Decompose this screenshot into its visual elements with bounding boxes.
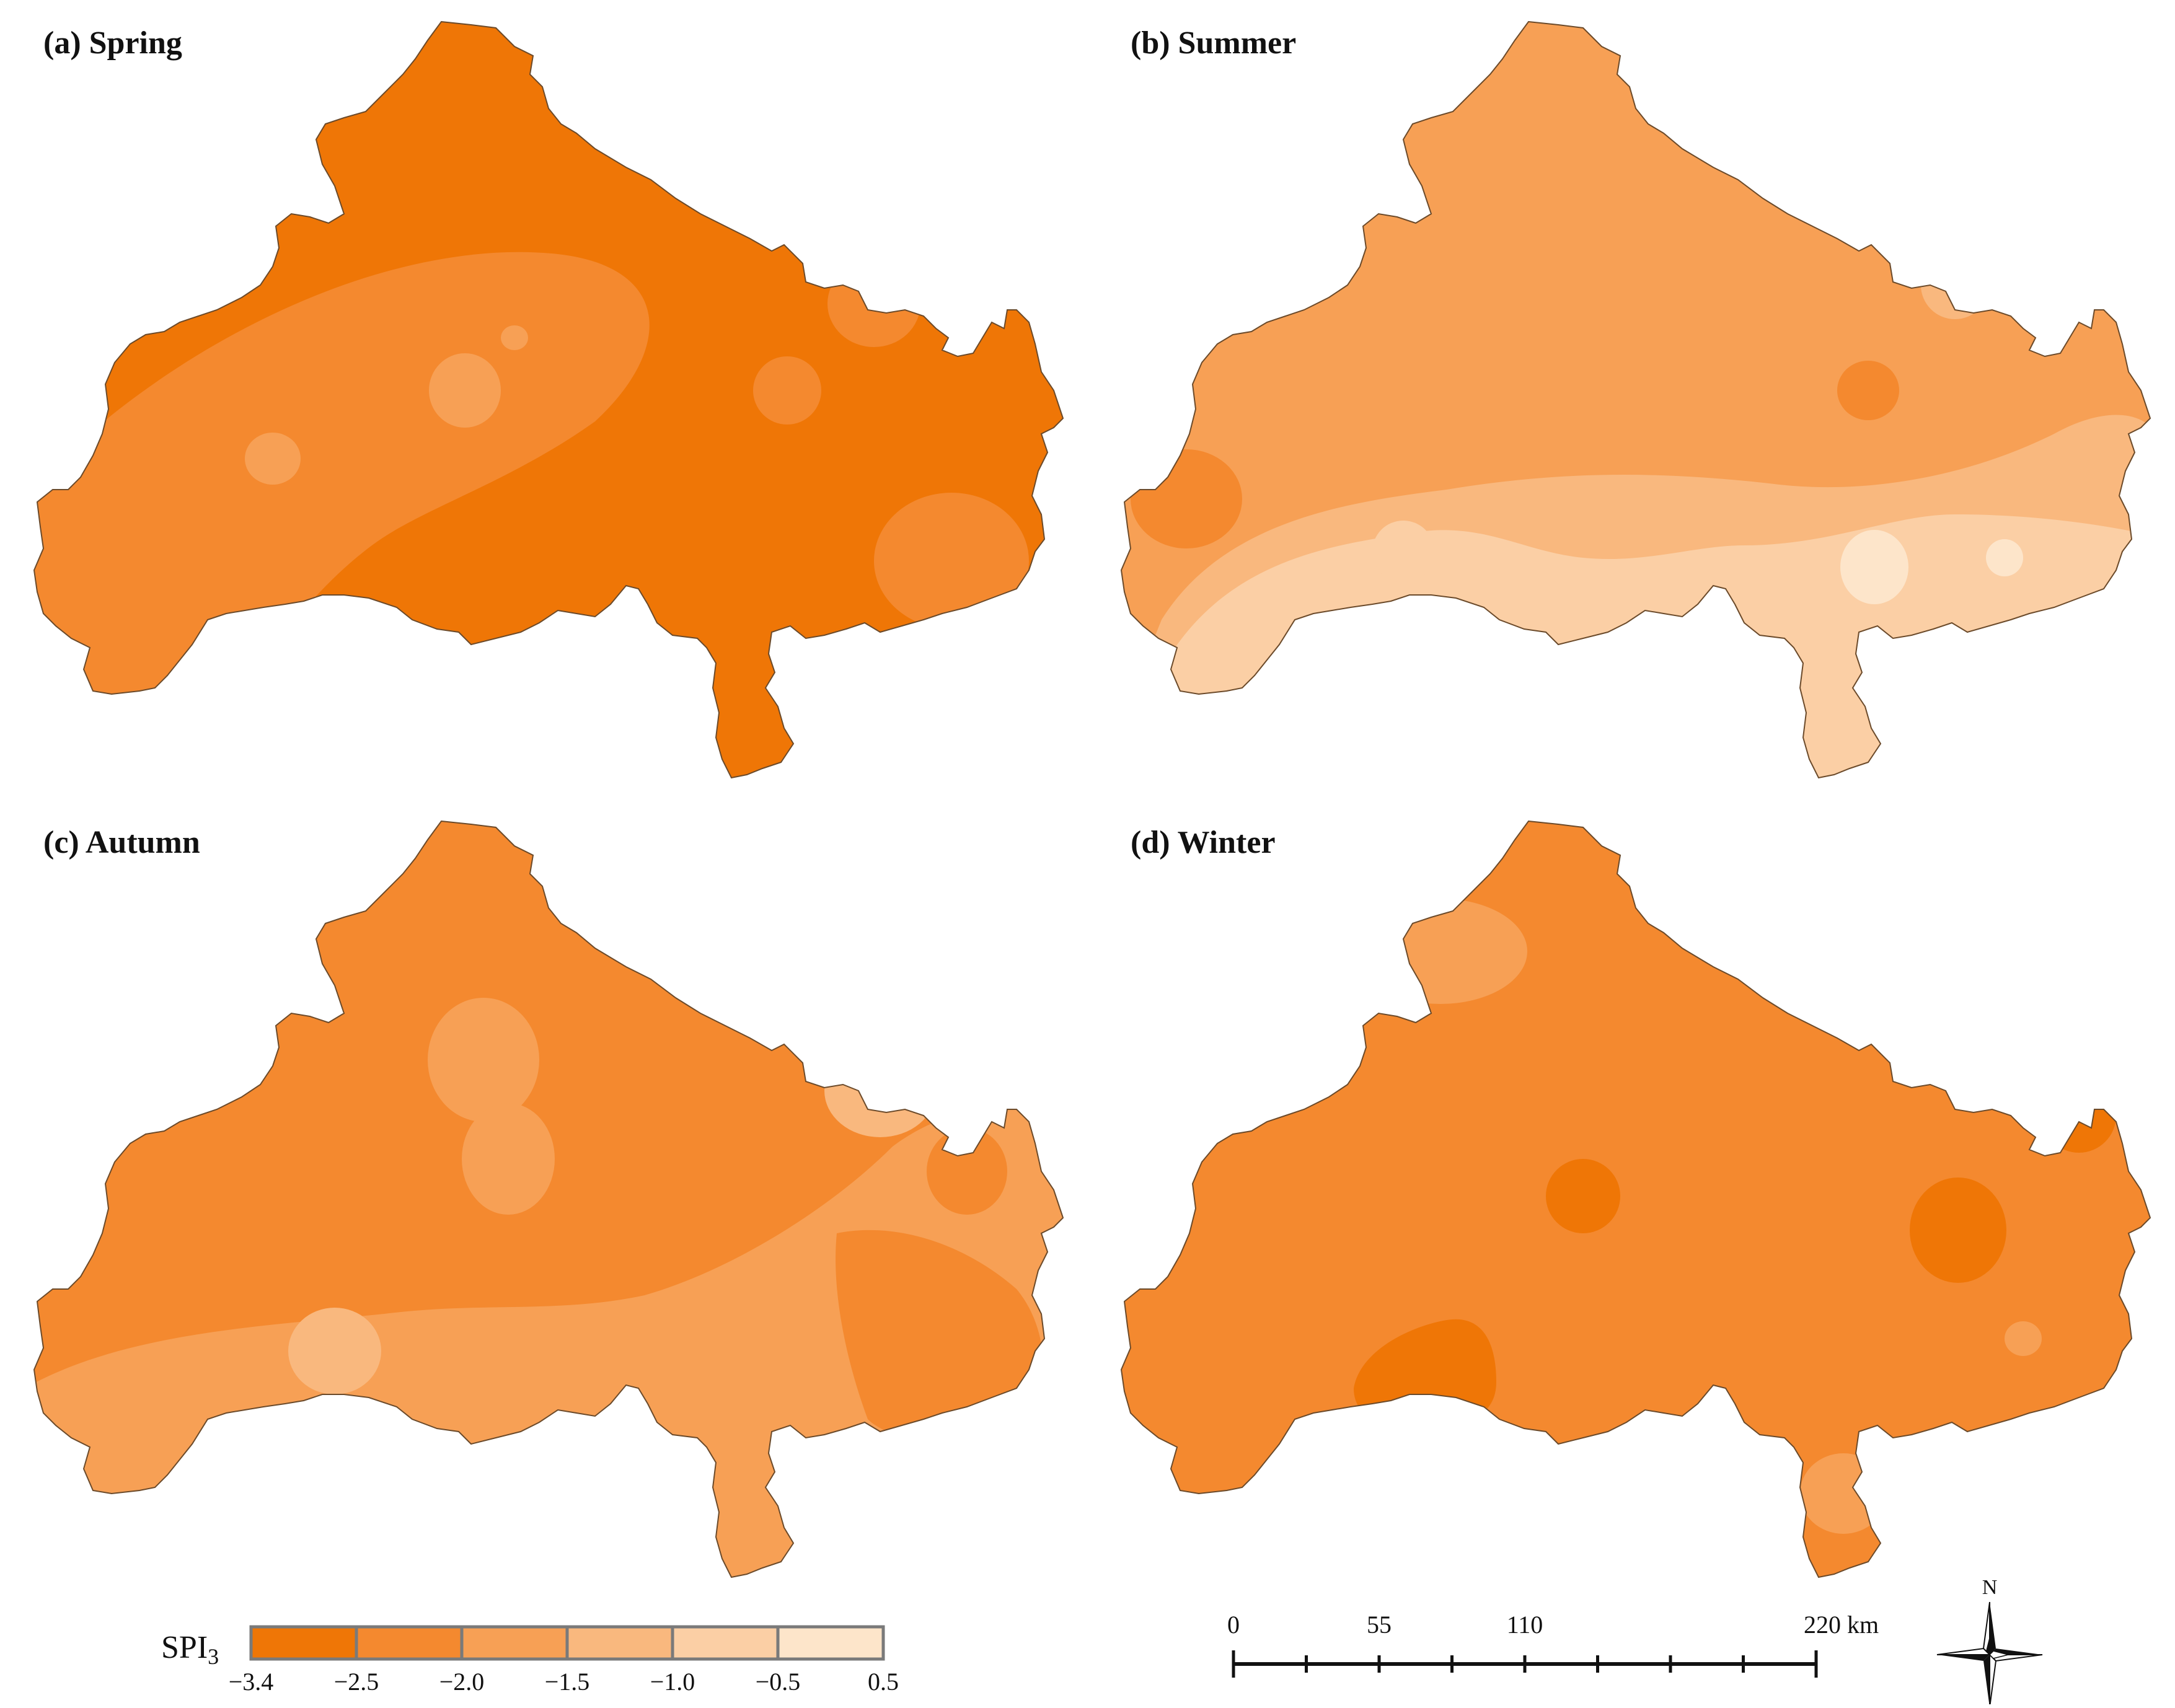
legend-tick-label: −3.4 [229, 1668, 274, 1696]
spi-base-region [1121, 821, 2150, 1577]
spi-map [1120, 20, 2151, 779]
spi-blob-region [501, 325, 528, 350]
spi-base-region [1121, 22, 2150, 778]
spi-blob-region [836, 1230, 1043, 1442]
north-arrow-icon: N [1936, 1576, 2043, 1704]
spi-blob-region [1372, 521, 1434, 583]
legend-tick-label: −1.5 [545, 1668, 590, 1696]
scale-bar: 0 55 110 220 km [1227, 1611, 1879, 1678]
spi-blob-region [2042, 1078, 2116, 1153]
panel-title: (c) Autumn [43, 825, 200, 860]
legend-tick-labels: −3.4 −2.5 −2.0 −1.5 −1.0 −0.5 0.5 [229, 1668, 899, 1696]
spi-class-regions [34, 22, 1063, 778]
scale-bar-label: 220 km [1804, 1611, 1879, 1639]
spi-blob-region [288, 1308, 381, 1394]
legend-tick-label: 0.5 [868, 1668, 899, 1696]
scale-bar-labels: 0 55 110 220 km [1227, 1611, 1879, 1639]
spi-blob-region [429, 353, 501, 428]
scale-bar-label: 55 [1367, 1611, 1392, 1639]
compass-rose-icon [1936, 1601, 2043, 1704]
legend-tick-label: −1.0 [650, 1668, 695, 1696]
legend-tick-label: −2.5 [334, 1668, 379, 1696]
spi-class-regions [34, 821, 1063, 1577]
spi-map [33, 20, 1064, 779]
spi-map [33, 820, 1064, 1578]
legend-class-box [249, 1625, 358, 1661]
spi-blob-region [1837, 361, 1899, 420]
country-boundary [33, 820, 1064, 1578]
spi-blob-region [1986, 539, 2023, 576]
spi-blob-region [1910, 1178, 2006, 1283]
spi-blob-region [1131, 449, 1242, 548]
panel-title: (a) Spring [43, 25, 182, 61]
panel-title: (d) Winter [1131, 825, 1276, 860]
panel-autumn: (c) Autumn [0, 799, 1087, 1605]
scale-bar-label: 0 [1227, 1611, 1240, 1639]
legend-tick-label: −2.0 [439, 1668, 485, 1696]
spi-blob-region [824, 1044, 936, 1137]
legend-class-box [776, 1625, 885, 1661]
scale-bar-line [1232, 1650, 1818, 1678]
panel-summer: (b) Summer [1087, 0, 2174, 806]
legend-tick-label: −0.5 [756, 1668, 801, 1696]
spi-blob-region [827, 260, 920, 347]
country-boundary [1120, 820, 2151, 1578]
spi-blob-region [428, 998, 539, 1122]
spi-blob-region [1800, 1453, 1887, 1534]
country-boundary [1120, 20, 2151, 779]
panel-title: (b) Summer [1131, 25, 1297, 61]
legend-class-box [671, 1625, 780, 1661]
spi-blob-region [1546, 1159, 1620, 1233]
spi-class-regions [1121, 821, 2150, 1577]
country-boundary [33, 20, 1064, 779]
legend-class-box [460, 1625, 569, 1661]
spi-blob-region [927, 1128, 1007, 1215]
spi-blob-region [462, 1103, 555, 1215]
panel-winter: (d) Winter [1087, 799, 2174, 1605]
spi-blob-region [2005, 1321, 2042, 1356]
north-label: N [1982, 1576, 1998, 1599]
legend-color-classes [249, 1625, 885, 1661]
spi-blob-region [245, 433, 301, 485]
spi-class-regions [1121, 22, 2150, 778]
spi-map [1120, 820, 2151, 1578]
panel-spring: (a) Spring [0, 0, 1087, 806]
spi-blob-region [874, 493, 1029, 629]
legend-label: SPI3 [161, 1630, 219, 1669]
legend-class-box [355, 1625, 464, 1661]
spi-legend: SPI3 −3.4 −2.5 −2.0 −1.5 −1.0 −0.5 0.5 [161, 1625, 899, 1696]
spi-blob-region [1165, 25, 1332, 229]
spi-blob-region [753, 356, 821, 425]
legend-class-box [565, 1625, 674, 1661]
scale-bar-label: 110 [1507, 1611, 1543, 1639]
spi-blob-region [1840, 530, 1908, 604]
